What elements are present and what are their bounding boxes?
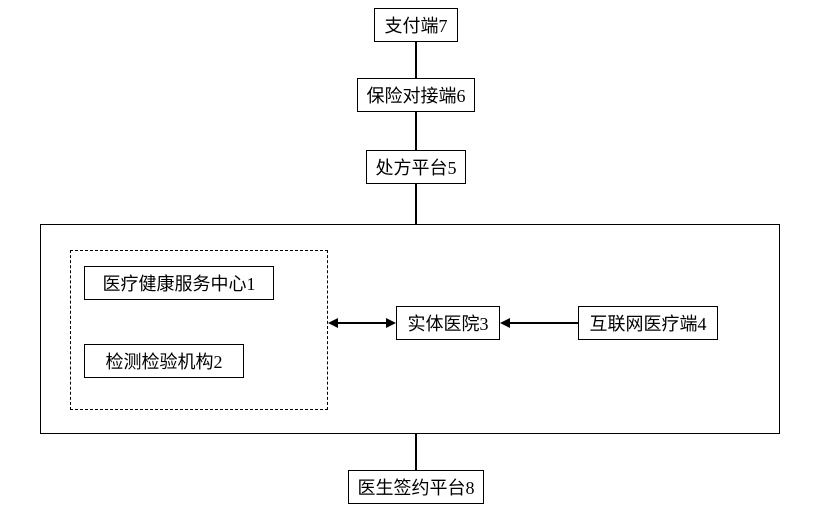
insurance-box: 保险对接端6	[357, 78, 475, 112]
payment-label: 支付端7	[385, 12, 448, 38]
arrow-left-1	[328, 318, 338, 328]
doctor-platform-box: 医生签约平台8	[348, 470, 484, 504]
internet-medical-box: 互联网医疗端4	[578, 306, 718, 340]
arrow-right-1	[386, 318, 396, 328]
health-center-label: 医疗健康服务中心1	[103, 270, 256, 296]
prescription-box: 处方平台5	[366, 150, 466, 184]
physical-hospital-box: 实体医院3	[396, 306, 500, 340]
connector-right-h	[508, 322, 578, 324]
connector-left-h	[336, 322, 390, 324]
payment-box: 支付端7	[374, 8, 458, 42]
physical-hospital-label: 实体医院3	[408, 310, 489, 336]
test-institution-label: 检测检验机构2	[106, 348, 223, 374]
connector-v1	[415, 42, 417, 78]
health-center-box: 医疗健康服务中心1	[84, 266, 274, 300]
internet-medical-label: 互联网医疗端4	[590, 310, 707, 336]
prescription-label: 处方平台5	[376, 154, 457, 180]
doctor-platform-label: 医生签约平台8	[358, 474, 475, 500]
connector-v2	[415, 112, 417, 150]
arrow-left-2	[500, 318, 510, 328]
connector-v4	[415, 434, 417, 470]
connector-v3	[415, 184, 417, 224]
insurance-label: 保险对接端6	[367, 82, 466, 108]
test-institution-box: 检测检验机构2	[84, 344, 244, 378]
